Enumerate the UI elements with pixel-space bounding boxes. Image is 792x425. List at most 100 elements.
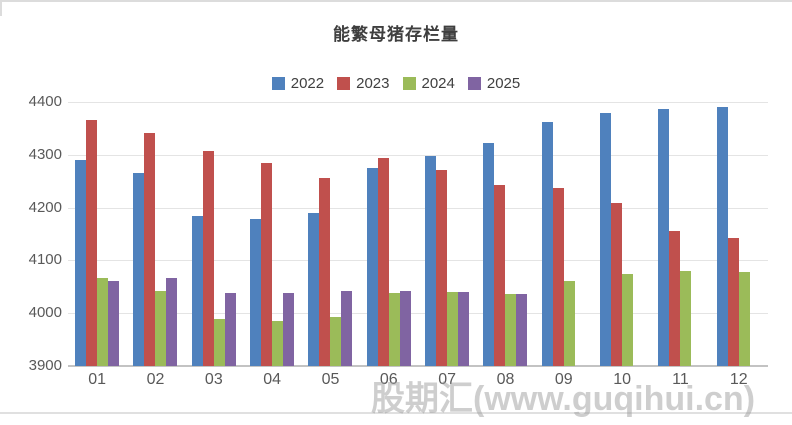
x-tick-label: 02 <box>146 371 165 388</box>
bar-2022-04 <box>250 219 262 366</box>
watermark-text: 股期汇(www.guqihui.cn) <box>371 380 756 418</box>
bar-2025-07 <box>458 291 470 366</box>
legend-label: 2025 <box>486 75 521 92</box>
y-tick-label: 3900 <box>28 357 62 374</box>
bar-group-01 <box>68 102 126 366</box>
bar-2025-03 <box>224 293 236 366</box>
bar-2024-06 <box>388 293 400 366</box>
bar-groups <box>68 102 768 366</box>
bar-2023-06 <box>377 158 389 366</box>
bar-2025-01 <box>108 280 120 366</box>
bar-2024-09 <box>563 280 575 366</box>
bar-2025-08 <box>516 293 528 366</box>
x-tick-label: 08 <box>496 371 515 388</box>
legend-label: 2022 <box>290 75 325 92</box>
bar-2022-01 <box>75 160 87 366</box>
bar-2024-05 <box>330 316 342 366</box>
bar-2022-05 <box>308 212 320 366</box>
bar-2022-06 <box>366 168 378 366</box>
bar-group-06 <box>360 102 418 366</box>
bar-2022-09 <box>541 121 553 366</box>
legend-item-2025: 2025 <box>467 75 521 92</box>
bar-2024-03 <box>213 318 225 366</box>
bar-2023-09 <box>552 187 564 366</box>
x-tick-label: 12 <box>729 371 748 388</box>
chart-title: 能繁母猪存栏量 <box>333 25 459 44</box>
bar-2022-03 <box>191 215 203 366</box>
x-axis-line <box>68 365 768 367</box>
bar-group-02 <box>126 102 184 366</box>
bar-group-05 <box>301 102 359 366</box>
x-tick-label: 01 <box>88 371 107 388</box>
x-tick-label: 10 <box>613 371 632 388</box>
x-tick-label: 03 <box>204 371 223 388</box>
bar-2023-10 <box>611 203 623 366</box>
gridline <box>68 260 768 262</box>
bar-2024-12 <box>738 272 750 366</box>
bar-group-10 <box>593 102 651 366</box>
y-axis-labels: 3900 4000 4100 4200 4300 4400 <box>0 94 62 374</box>
bar-2022-12 <box>716 106 728 366</box>
bar-2024-01 <box>97 278 109 366</box>
bar-2022-08 <box>483 142 495 366</box>
bar-2023-07 <box>436 170 448 366</box>
y-tick-label: 4200 <box>28 198 62 216</box>
bar-2022-02 <box>133 172 145 366</box>
gridline <box>68 102 768 103</box>
bar-2023-02 <box>144 132 156 366</box>
bar-group-12 <box>710 102 768 366</box>
gridline <box>68 313 768 315</box>
gridline <box>68 207 768 209</box>
bar-2024-02 <box>155 291 167 366</box>
bar-2023-11 <box>669 230 681 366</box>
bar-2025-06 <box>399 290 411 366</box>
bar-2025-04 <box>283 293 295 366</box>
bar-2022-10 <box>600 112 612 366</box>
left-edge-rule <box>0 2 2 16</box>
x-tick-label: 11 <box>672 371 689 388</box>
bar-group-04 <box>243 102 301 366</box>
bar-2025-05 <box>341 291 353 366</box>
x-tick-label: 04 <box>263 371 282 388</box>
bar-2024-08 <box>505 293 517 366</box>
bar-group-11 <box>651 102 709 366</box>
legend-label: 2023 <box>356 75 390 92</box>
plot-area <box>68 102 768 367</box>
bar-2023-04 <box>261 162 273 366</box>
legend-swatch-icon <box>271 77 285 90</box>
legend-item-2022: 2022 <box>271 75 325 92</box>
bar-2023-01 <box>86 120 98 366</box>
x-axis-labels: 01 02 03 04 05 06 07 08 09 10 11 12 <box>68 371 768 389</box>
y-tick-label: 4100 <box>28 251 62 269</box>
bar-group-08 <box>476 102 534 366</box>
legend-swatch-icon <box>337 77 351 90</box>
bar-2022-07 <box>425 156 437 366</box>
gridline <box>68 154 768 156</box>
bar-group-09 <box>535 102 593 366</box>
legend-swatch-icon <box>467 77 481 90</box>
bar-2022-11 <box>658 108 670 366</box>
bar-2023-12 <box>727 238 739 366</box>
bar-2024-10 <box>622 274 634 366</box>
legend-item-2024: 2024 <box>402 75 455 92</box>
bar-group-07 <box>418 102 476 366</box>
bar-2024-07 <box>447 292 459 366</box>
legend: 2022 2023 2024 2025 <box>0 75 792 92</box>
x-tick-label: 05 <box>321 371 340 388</box>
bottom-edge-rule <box>0 412 792 414</box>
bar-2024-11 <box>680 271 692 366</box>
bar-group-03 <box>185 102 243 366</box>
bar-2023-05 <box>319 177 331 366</box>
x-tick-label: 07 <box>438 371 457 388</box>
x-tick-label: 09 <box>554 371 573 388</box>
y-tick-label: 4000 <box>28 304 62 322</box>
legend-item-2023: 2023 <box>337 75 390 92</box>
y-tick-label: 4300 <box>28 145 62 163</box>
y-tick-label: 4400 <box>28 93 62 110</box>
legend-swatch-icon <box>402 77 416 90</box>
bar-2023-03 <box>202 150 214 366</box>
x-tick-label: 06 <box>379 371 398 388</box>
bar-2023-08 <box>494 185 506 366</box>
bar-2024-04 <box>272 321 284 366</box>
